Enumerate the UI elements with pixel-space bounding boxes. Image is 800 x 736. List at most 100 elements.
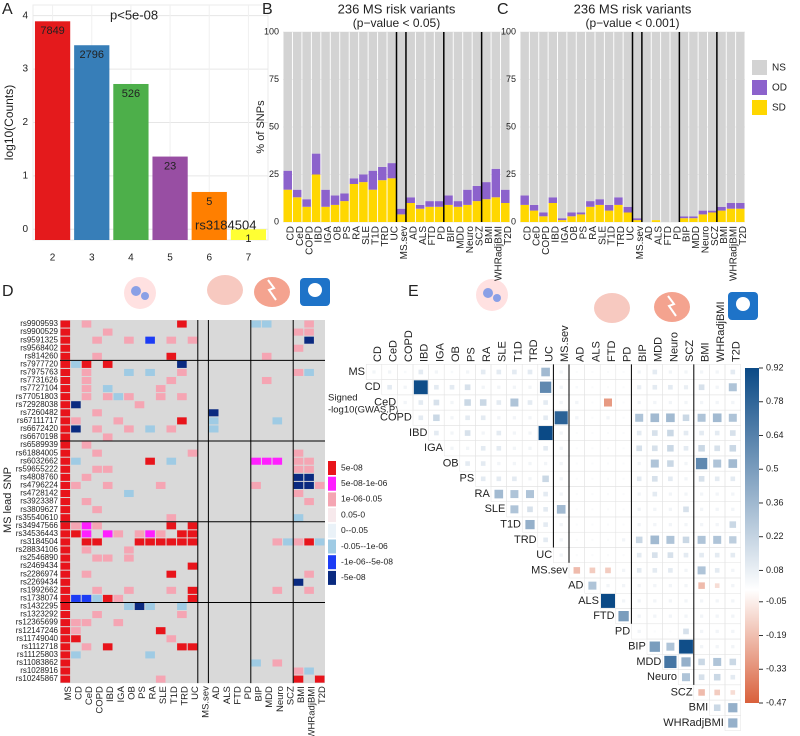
- corr-cell: [651, 430, 658, 436]
- bar-segment: [670, 32, 679, 222]
- y-tick-label: 3: [22, 64, 28, 75]
- heatmap-cell: [71, 481, 81, 489]
- row-label: rs12365699: [16, 618, 59, 627]
- corr-cell: [591, 508, 594, 511]
- heatmap-cell: [314, 675, 325, 683]
- row-label: rs6589939: [20, 440, 58, 449]
- heatmap-cell: [145, 602, 155, 611]
- corr-cell: [684, 370, 688, 374]
- bar-segment: [415, 208, 425, 222]
- bar-segment: [378, 166, 387, 181]
- corr-cell: [698, 674, 705, 681]
- corr-cell: [699, 400, 704, 405]
- corr-cell: [465, 370, 470, 374]
- x-tick-label: BIP: [682, 226, 693, 242]
- heatmap-cell: [60, 586, 71, 594]
- row-label: rs77051803: [16, 392, 59, 401]
- column-label: IGA: [116, 685, 127, 702]
- bar-segment: [283, 32, 292, 171]
- corr-cell: [653, 599, 657, 603]
- corr-cell: [621, 568, 626, 573]
- heatmap-cell: [124, 586, 134, 594]
- row-label: MS: [349, 366, 366, 378]
- column-label: PD: [622, 347, 634, 362]
- heatmap-cell: [81, 643, 92, 651]
- heatmap-cell: [304, 336, 314, 344]
- corr-cell: [730, 369, 736, 375]
- column-label: RA: [481, 346, 493, 362]
- heatmap-cell: [71, 417, 81, 425]
- heatmap-cell: [304, 473, 314, 481]
- corr-cell: [699, 507, 704, 511]
- bar: [34, 21, 71, 240]
- x-tick-label: UC: [389, 226, 400, 240]
- heatmap-cell: [81, 498, 92, 506]
- legend-label: 5e-08-1e-06: [341, 478, 388, 488]
- corr-cell: [606, 554, 610, 557]
- corr-cell: [698, 689, 705, 696]
- corr-cell: [591, 493, 594, 496]
- column-label: BMI: [700, 342, 712, 362]
- heatmap-cell: [187, 449, 198, 457]
- heatmap-cell: [272, 457, 283, 465]
- corr-cell: [527, 506, 533, 513]
- corr-cell: [606, 370, 610, 374]
- corr-cell: [715, 385, 719, 389]
- corr-cell: [622, 493, 625, 496]
- column-label: PS: [466, 347, 478, 362]
- heatmap-cell: [71, 522, 81, 530]
- bar-segment: [586, 206, 595, 222]
- row-label: rs9909593: [20, 319, 58, 328]
- corr-cell: [450, 446, 454, 450]
- heatmap-cell: [314, 481, 325, 489]
- y-tick-label: 2: [22, 117, 28, 128]
- heatmap-cell: [155, 675, 166, 683]
- heatmap-cell: [304, 538, 314, 546]
- x-tick-label: SLE: [597, 226, 608, 245]
- corr-cell: [591, 538, 594, 541]
- corr-cell: [637, 614, 641, 618]
- corr-cell: [715, 522, 719, 527]
- row-label: rs2269434: [20, 577, 58, 586]
- bar-segment: [302, 206, 311, 222]
- corr-cell: [715, 507, 719, 511]
- bar-segment: [472, 185, 482, 202]
- corr-cell: [679, 639, 693, 654]
- corr-cell: [588, 581, 597, 590]
- heatmap-cell: [60, 619, 71, 627]
- corr-cell: [606, 523, 610, 526]
- heatmap-cell: [208, 409, 219, 417]
- bar-segment: [520, 195, 529, 205]
- heatmap-cell: [187, 586, 198, 594]
- corr-cell: [606, 508, 610, 511]
- corr-cell: [559, 370, 563, 374]
- corr-cell: [730, 476, 736, 482]
- column-label: UC: [544, 346, 556, 362]
- value-label: 1: [245, 233, 251, 245]
- bar-segment: [717, 210, 726, 222]
- legend-label: -0.05--1e-06: [341, 541, 388, 551]
- corr-cell: [731, 645, 735, 649]
- legend-label: NS: [772, 63, 786, 74]
- heatmap-cell: [155, 530, 166, 538]
- corr-cell: [635, 536, 643, 544]
- bar-segment: [330, 32, 340, 196]
- heatmap-cell: [60, 570, 71, 578]
- corr-cell: [715, 492, 719, 496]
- row-label: rs6670198: [20, 432, 58, 441]
- legend-swatch: [328, 570, 336, 585]
- heatmap-cell: [71, 619, 81, 627]
- bar-segment: [717, 32, 726, 207]
- bar-segment: [434, 206, 444, 222]
- heatmap-cell: [92, 409, 102, 417]
- value-label: 5: [206, 196, 212, 208]
- bar-segment: [425, 32, 434, 202]
- row-label: rs35540610: [16, 513, 59, 522]
- corr-cell: [636, 476, 642, 482]
- x-tick-label: 5: [167, 253, 173, 264]
- heatmap-cell: [155, 481, 166, 489]
- corr-cell: [668, 370, 673, 374]
- heatmap-cell: [60, 659, 71, 667]
- y-tick-label: 75: [269, 74, 279, 84]
- heatmap-cell: [187, 562, 198, 570]
